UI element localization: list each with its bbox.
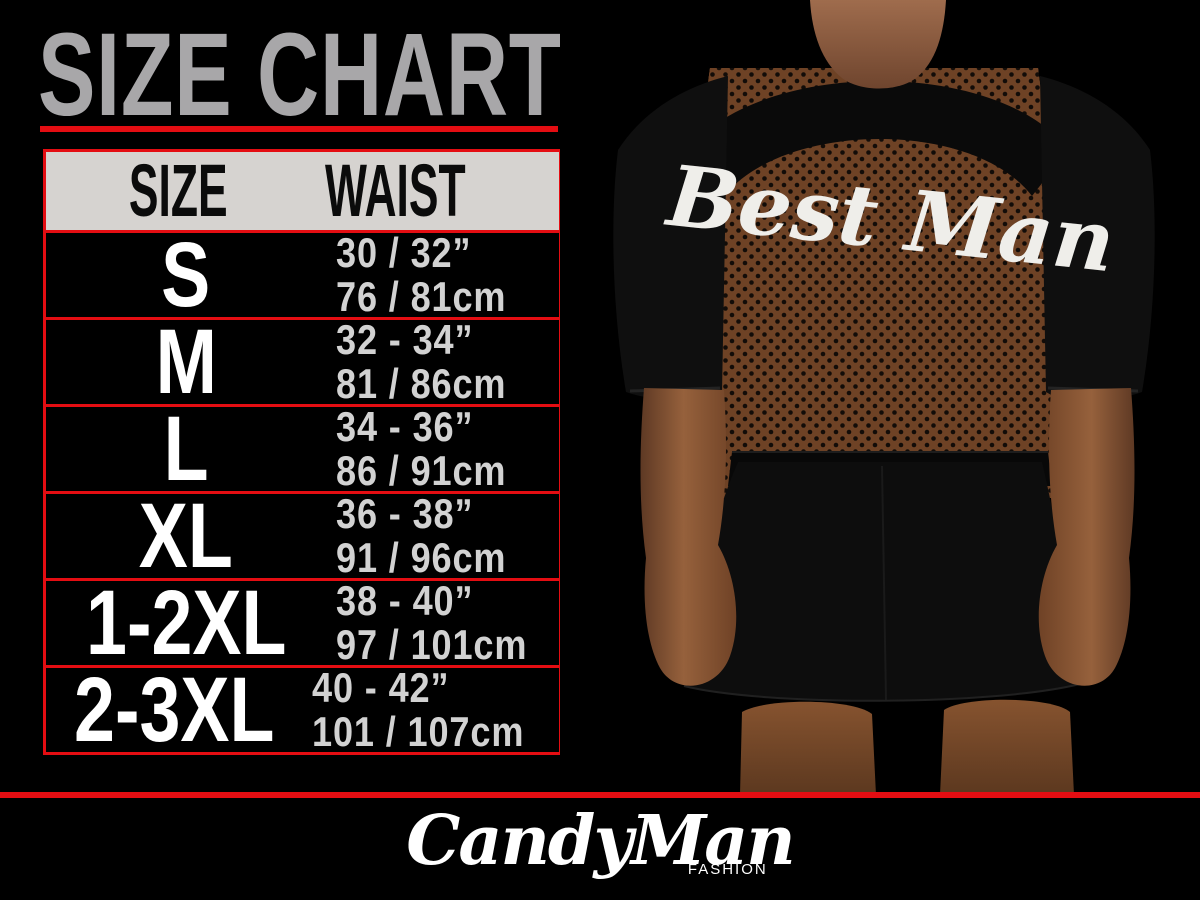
table-header-row: SIZE WAIST bbox=[46, 152, 559, 230]
robe-collar bbox=[688, 81, 1068, 196]
size-cell: S bbox=[161, 223, 211, 326]
waist-inches: 32 - 34” bbox=[336, 315, 474, 363]
size-cell: XL bbox=[138, 484, 234, 587]
footer-divider bbox=[0, 792, 1200, 798]
size-cell: M bbox=[155, 310, 217, 413]
header-waist-cell: WAIST bbox=[310, 152, 559, 230]
waist-inches: 36 - 38” bbox=[336, 489, 474, 537]
table-row: XL 36 - 38” 91 / 96cm bbox=[46, 484, 559, 587]
size-cell: L bbox=[163, 397, 209, 500]
model-arms bbox=[640, 388, 1135, 686]
waist-inches: 38 - 40” bbox=[336, 576, 474, 624]
size-cell: 1-2XL bbox=[85, 571, 287, 674]
page-title-text: SIZE CHART bbox=[38, 9, 563, 141]
page-title: SIZE CHART bbox=[38, 16, 756, 134]
table-row: S 30 / 32” 76 / 81cm bbox=[46, 223, 559, 326]
waist-inches: 40 - 42” bbox=[312, 663, 450, 711]
header-waist-label: WAIST bbox=[324, 149, 466, 232]
table-row: L 34 - 36” 86 / 91cm bbox=[46, 397, 559, 500]
waist-inches: 30 / 32” bbox=[336, 228, 472, 276]
robe-skirt bbox=[683, 451, 1081, 702]
waist-cm: 101 / 107cm bbox=[312, 708, 525, 755]
waist-cm: 86 / 91cm bbox=[336, 447, 507, 494]
waist-cm: 81 / 86cm bbox=[336, 360, 507, 407]
title-underline bbox=[40, 126, 558, 132]
waist-inches: 34 - 36” bbox=[336, 402, 474, 450]
header-size-label: SIZE bbox=[128, 149, 228, 232]
waist-cm: 76 / 81cm bbox=[336, 273, 507, 320]
mesh-back-panel bbox=[680, 68, 1072, 498]
waist-cm: 97 / 101cm bbox=[336, 621, 528, 668]
model-neck bbox=[810, 0, 946, 89]
model-legs bbox=[740, 699, 1074, 795]
size-cell: 2-3XL bbox=[73, 658, 275, 761]
brand-name: CandyMan bbox=[406, 801, 795, 881]
size-table: SIZE WAIST S 30 / 32” 76 / 81cm M 32 - 3… bbox=[43, 149, 562, 755]
waist-cm: 91 / 96cm bbox=[336, 534, 507, 581]
model-photo: Best Man bbox=[560, 0, 1200, 795]
brand-logo: CandyMan FASHION bbox=[406, 801, 795, 881]
table-row: 2-3XL 40 - 42” 101 / 107cm bbox=[46, 658, 559, 761]
table-row: 1-2XL 38 - 40” 97 / 101cm bbox=[46, 571, 559, 674]
table-row: M 32 - 34” 81 / 86cm bbox=[46, 310, 559, 413]
brand-sub-label: FASHION bbox=[687, 861, 768, 879]
header-size-cell: SIZE bbox=[46, 152, 310, 230]
